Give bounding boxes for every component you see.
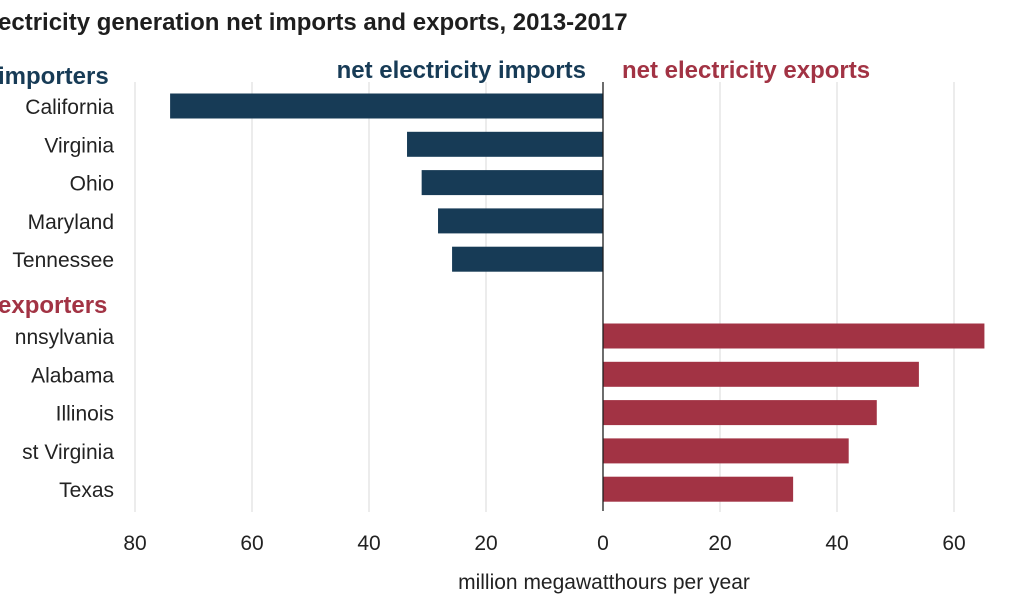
bar-tennessee	[452, 246, 603, 272]
x-tick-label: 0	[597, 532, 609, 555]
x-tick-label: 60	[942, 532, 965, 555]
x-tick-label: 40	[357, 532, 380, 555]
imports-header: net electricity imports	[337, 57, 586, 84]
x-tick-label: 20	[474, 532, 497, 555]
category-label: Texas	[59, 479, 114, 502]
bar-california	[170, 93, 603, 119]
category-label: Tennessee	[12, 249, 114, 272]
category-label: st Virginia	[22, 441, 114, 464]
bar-st-virginia	[603, 438, 849, 464]
category-label: Ohio	[70, 173, 114, 196]
bar-texas	[603, 476, 794, 502]
chart-title: ectricity generation net imports and exp…	[0, 9, 628, 36]
x-tick-label: 80	[123, 532, 146, 555]
bar-illinois	[603, 400, 877, 426]
group-labels: importers exporters	[0, 63, 109, 319]
x-tick-label: 20	[708, 532, 731, 555]
x-tick-label: 40	[825, 532, 848, 555]
group-label-exporters: exporters	[0, 292, 107, 319]
category-label: California	[25, 96, 114, 119]
exports-header: net electricity exports	[622, 57, 870, 84]
bar-ohio	[421, 170, 603, 196]
category-label: nnsylvania	[15, 326, 115, 349]
category-label: Illinois	[56, 403, 114, 426]
x-tick-label: 60	[240, 532, 263, 555]
bar-alabama	[603, 361, 919, 387]
category-label: Alabama	[31, 364, 114, 387]
bar-maryland	[438, 208, 603, 234]
bar-virginia	[407, 131, 603, 157]
bars	[170, 93, 985, 502]
category-labels: California Virginia Ohio Maryland Tennessee n…	[12, 96, 114, 502]
category-label: Virginia	[44, 134, 114, 157]
category-label: Maryland	[28, 211, 114, 234]
bar-nnsylvania	[603, 323, 985, 349]
x-tick-labels: 80 60 40 20 0 20 40 60	[123, 532, 965, 555]
group-label-importers: importers	[0, 63, 109, 90]
x-axis-label: million megawatthours per year	[458, 571, 750, 594]
